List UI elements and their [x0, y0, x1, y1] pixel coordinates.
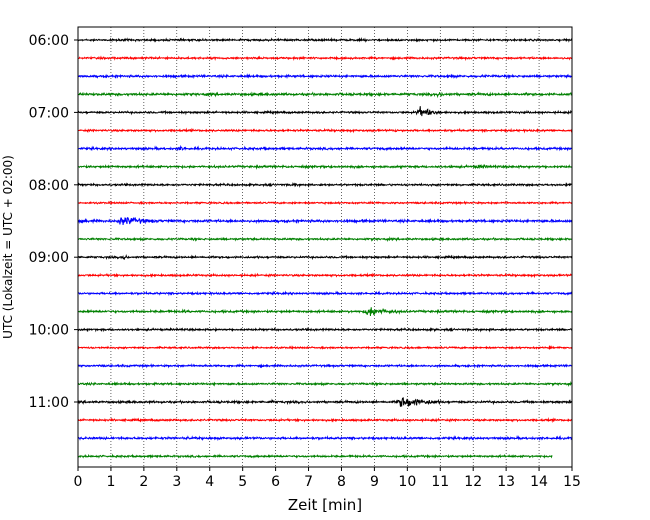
x-tick-label: 2 [139, 474, 148, 490]
x-axis-title: Zeit [min] [288, 496, 362, 514]
x-tick-label: 4 [205, 474, 214, 490]
trace-row [77, 290, 573, 297]
trace-row [77, 91, 573, 99]
trace-row [77, 144, 573, 152]
x-tick-label: 12 [464, 474, 482, 490]
trace-row [77, 217, 573, 225]
trace-row [77, 182, 573, 188]
trace-row [77, 417, 573, 424]
x-tick-label: 9 [370, 474, 379, 490]
trace-row [77, 236, 573, 243]
y-tick-label: 06:00 [29, 33, 69, 49]
x-tick-label: 13 [497, 474, 515, 490]
y-tick-label: 08:00 [29, 178, 69, 194]
trace-row [77, 363, 573, 369]
trace-row [77, 106, 573, 117]
x-tick-label: 11 [431, 474, 449, 490]
trace-row [77, 163, 573, 170]
trace-rows [77, 36, 573, 460]
trace-row [77, 200, 573, 206]
x-tick-label: 7 [304, 474, 313, 490]
trace-row [77, 55, 573, 62]
grid-lines [110, 27, 540, 467]
trace-row [77, 453, 553, 460]
y-tick-label: 09:00 [29, 250, 69, 266]
x-axis-ticks: 0 1 2 3 4 5 6 7 8 9 10 11 12 13 14 15 [74, 467, 581, 490]
y-tick-label: 10:00 [29, 323, 69, 339]
y-axis-title: UTC (Lokalzeit = UTC + 02:00) [1, 155, 15, 339]
trace-row [77, 397, 573, 407]
trace-row [77, 127, 573, 134]
trace-row [77, 326, 573, 333]
x-tick-label: 15 [563, 474, 581, 490]
trace-row [77, 434, 573, 442]
trace-row [77, 253, 573, 261]
trace-row [77, 73, 573, 80]
x-tick-label: 3 [172, 474, 181, 490]
trace-row [77, 345, 573, 351]
trace-row [77, 272, 573, 279]
x-tick-label: 6 [271, 474, 280, 490]
y-tick-label: 07:00 [29, 105, 69, 121]
x-tick-label: 14 [530, 474, 548, 490]
y-tick-label: 11:00 [29, 395, 69, 411]
trace-row [77, 380, 573, 387]
x-tick-label: 0 [74, 474, 83, 490]
x-tick-label: 1 [106, 474, 115, 490]
x-tick-label: 5 [238, 474, 247, 490]
trace-row [77, 36, 573, 43]
y-axis-ticks: 06:00 07:00 08:00 09:00 10:00 11:00 [29, 33, 78, 411]
x-tick-label: 8 [337, 474, 346, 490]
trace-row [77, 307, 573, 316]
plot-frame [77, 26, 573, 468]
x-tick-label: 10 [398, 474, 416, 490]
